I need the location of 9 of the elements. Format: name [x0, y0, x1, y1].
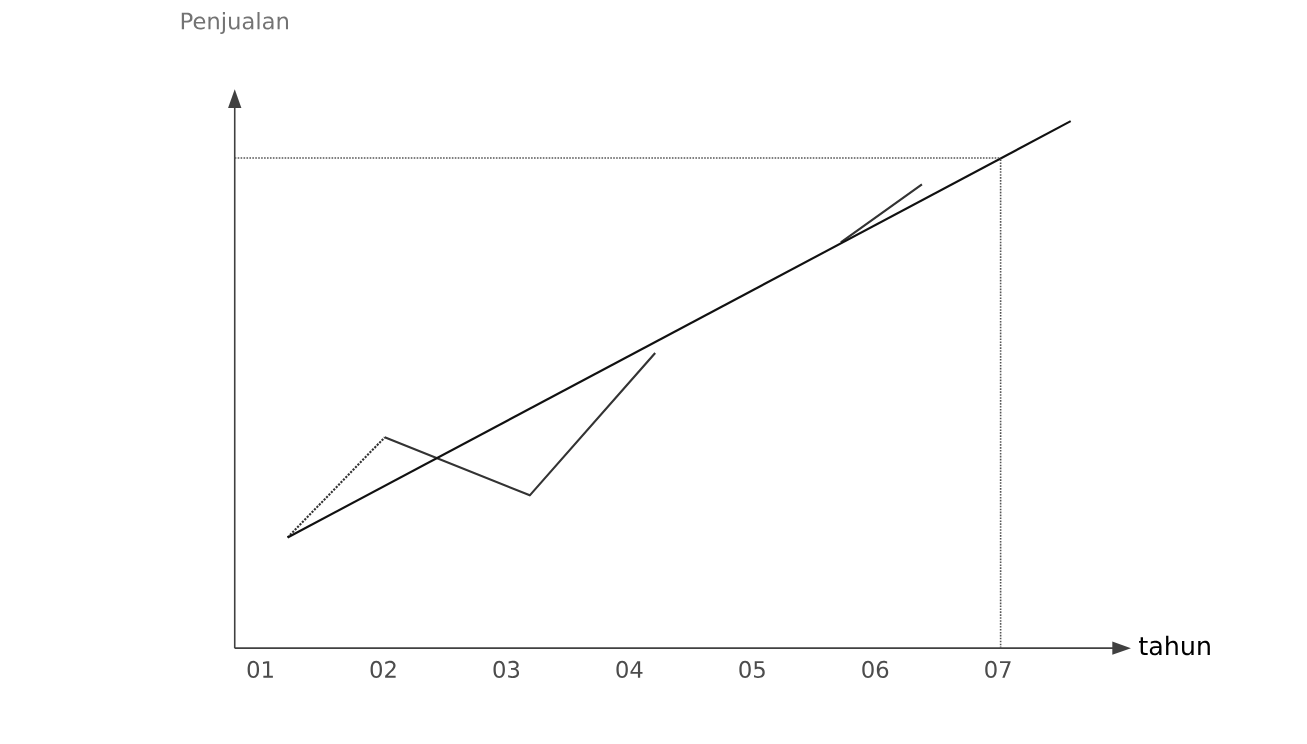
- x-tick-label: 03: [493, 660, 520, 678]
- x-tick-label: 02: [370, 660, 396, 678]
- x-tick-label: 07: [985, 660, 1011, 678]
- y-axis-title: Penjualan: [181, 11, 288, 34]
- x-axis-title: tahun: [1139, 635, 1210, 656]
- x-tick-label: 05: [739, 660, 765, 678]
- x-tick-label: 06: [862, 660, 889, 678]
- x-tick-label: 04: [616, 660, 643, 678]
- x-tick-label: 01: [247, 660, 273, 678]
